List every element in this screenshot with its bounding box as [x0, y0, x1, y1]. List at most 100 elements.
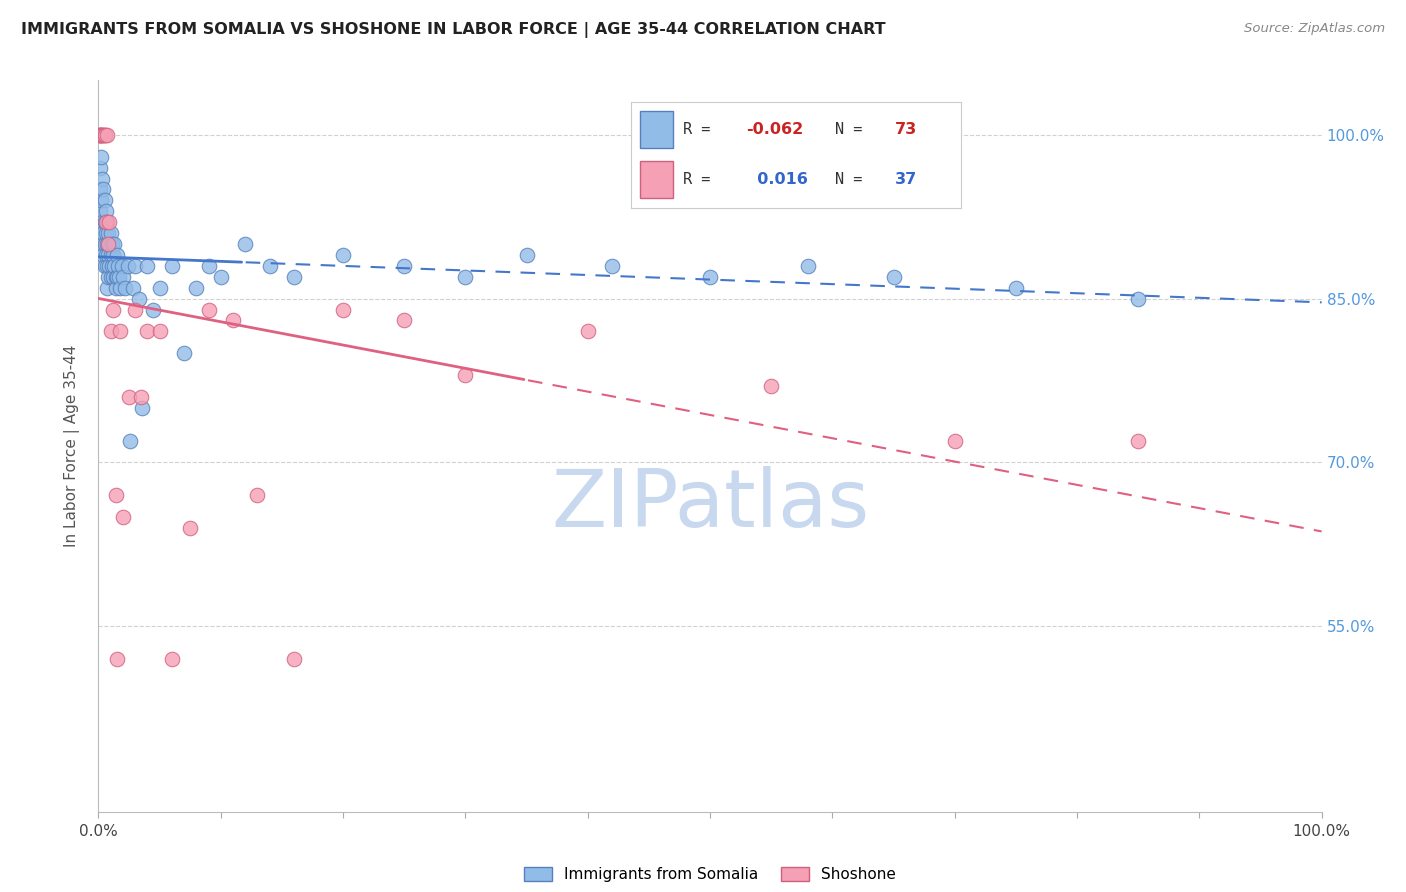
Point [1004, 281, 1026, 295]
Point [332, 302, 354, 317]
Point [93, 237, 115, 252]
Point [93, 194, 115, 208]
Point [104, 269, 127, 284]
Point [111, 259, 134, 273]
Point [131, 401, 153, 415]
Point [91, 128, 114, 142]
Point [129, 390, 152, 404]
Point [93, 128, 115, 142]
Point [91, 182, 114, 196]
Point [173, 346, 195, 360]
Point [179, 521, 201, 535]
Point [98, 215, 121, 229]
Point [91, 226, 114, 240]
Point [259, 259, 281, 273]
Point [104, 488, 127, 502]
Point [136, 259, 159, 273]
Point [101, 269, 124, 284]
Point [89, 128, 111, 142]
Point [101, 237, 124, 252]
Point [108, 269, 131, 284]
Point [283, 652, 305, 666]
Legend: Immigrants from Somalia, Shoshone: Immigrants from Somalia, Shoshone [519, 861, 901, 888]
Point [101, 259, 124, 273]
Point [160, 652, 183, 666]
Point [98, 259, 121, 273]
Point [160, 259, 183, 273]
Point [142, 302, 165, 317]
Point [100, 226, 122, 240]
Point [97, 226, 120, 240]
Point [111, 510, 134, 524]
Point [110, 324, 132, 338]
Point [120, 434, 142, 448]
Point [797, 259, 820, 273]
Point [515, 248, 537, 262]
Point [96, 215, 118, 229]
Point [97, 248, 120, 262]
Point [110, 281, 132, 295]
Point [104, 281, 127, 295]
Point [97, 269, 120, 284]
Point [222, 313, 245, 327]
Point [97, 237, 120, 252]
Point [600, 259, 623, 273]
Point [89, 204, 111, 219]
Text: Source: ZipAtlas.com: Source: ZipAtlas.com [1244, 22, 1385, 36]
Point [1128, 292, 1150, 306]
Point [96, 128, 118, 142]
Point [91, 248, 114, 262]
Point [454, 368, 477, 382]
Point [186, 281, 208, 295]
Point [94, 248, 117, 262]
Point [761, 379, 783, 393]
Point [454, 269, 477, 284]
Point [93, 128, 115, 142]
Point [100, 269, 122, 284]
Point [699, 269, 721, 284]
Point [103, 259, 125, 273]
Point [90, 150, 112, 164]
Point [576, 324, 599, 338]
Point [149, 281, 172, 295]
Point [107, 259, 129, 273]
Point [111, 269, 134, 284]
Point [114, 281, 136, 295]
Point [91, 128, 114, 142]
Point [136, 324, 159, 338]
Point [91, 171, 114, 186]
Point [103, 237, 125, 252]
Point [91, 215, 114, 229]
Point [197, 302, 219, 317]
Point [96, 237, 118, 252]
Point [197, 259, 219, 273]
Point [89, 161, 111, 175]
Point [124, 259, 146, 273]
Point [90, 194, 112, 208]
Y-axis label: In Labor Force | Age 35-44: In Labor Force | Age 35-44 [63, 345, 80, 547]
Point [117, 259, 139, 273]
Point [943, 434, 966, 448]
Point [209, 269, 232, 284]
Point [89, 182, 111, 196]
Point [94, 215, 117, 229]
Text: IMMIGRANTS FROM SOMALIA VS SHOSHONE IN LABOR FORCE | AGE 35-44 CORRELATION CHART: IMMIGRANTS FROM SOMALIA VS SHOSHONE IN L… [21, 22, 886, 38]
Point [246, 488, 269, 502]
Point [100, 324, 122, 338]
Point [1128, 434, 1150, 448]
Point [101, 248, 124, 262]
Point [89, 128, 111, 142]
Point [332, 248, 354, 262]
Point [233, 237, 256, 252]
Point [89, 128, 111, 142]
Point [124, 302, 146, 317]
Point [105, 652, 128, 666]
Point [128, 292, 150, 306]
Point [94, 204, 117, 219]
Point [101, 302, 124, 317]
Point [98, 237, 121, 252]
Text: ZIPatlas: ZIPatlas [551, 466, 869, 543]
Point [96, 259, 118, 273]
Point [93, 215, 115, 229]
Point [392, 259, 416, 273]
